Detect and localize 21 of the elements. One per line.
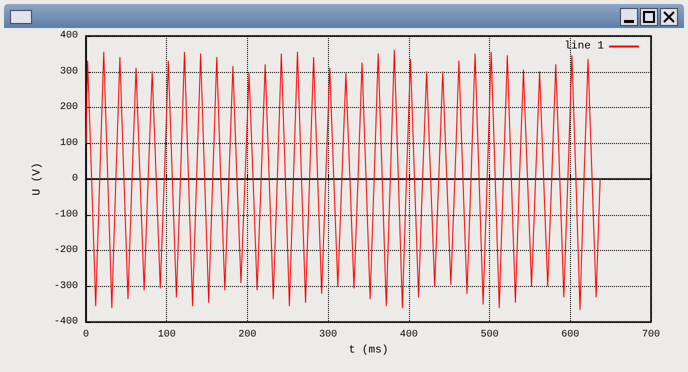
x-tick-label: 700 (642, 330, 660, 340)
x-axis-title: t (ms) (348, 344, 388, 356)
y-tick-label: -300 (54, 280, 78, 292)
y-axis-title: U (V) (32, 162, 44, 196)
x-tick-label: 200 (238, 330, 256, 340)
x-tick-label: 300 (319, 330, 338, 340)
y-tick-label: 400 (60, 30, 78, 42)
x-tick-label: 0 (82, 330, 90, 340)
y-tick-label: 200 (60, 102, 78, 113)
y-tick-label: -100 (54, 209, 78, 220)
y-tick-label: 0 (72, 174, 78, 184)
x-tick-label: 600 (561, 330, 580, 340)
legend-label: line 1 (564, 40, 604, 52)
line-series (86, 50, 601, 310)
y-tick-label: 100 (60, 138, 78, 149)
y-tick-label: 300 (60, 66, 78, 78)
y-tick-label: -400 (54, 316, 78, 328)
x-tick-label: 500 (480, 330, 499, 340)
x-tick-label: 400 (400, 330, 418, 340)
x-tick-label: 100 (158, 330, 176, 340)
y-tick-label: -200 (54, 245, 78, 256)
